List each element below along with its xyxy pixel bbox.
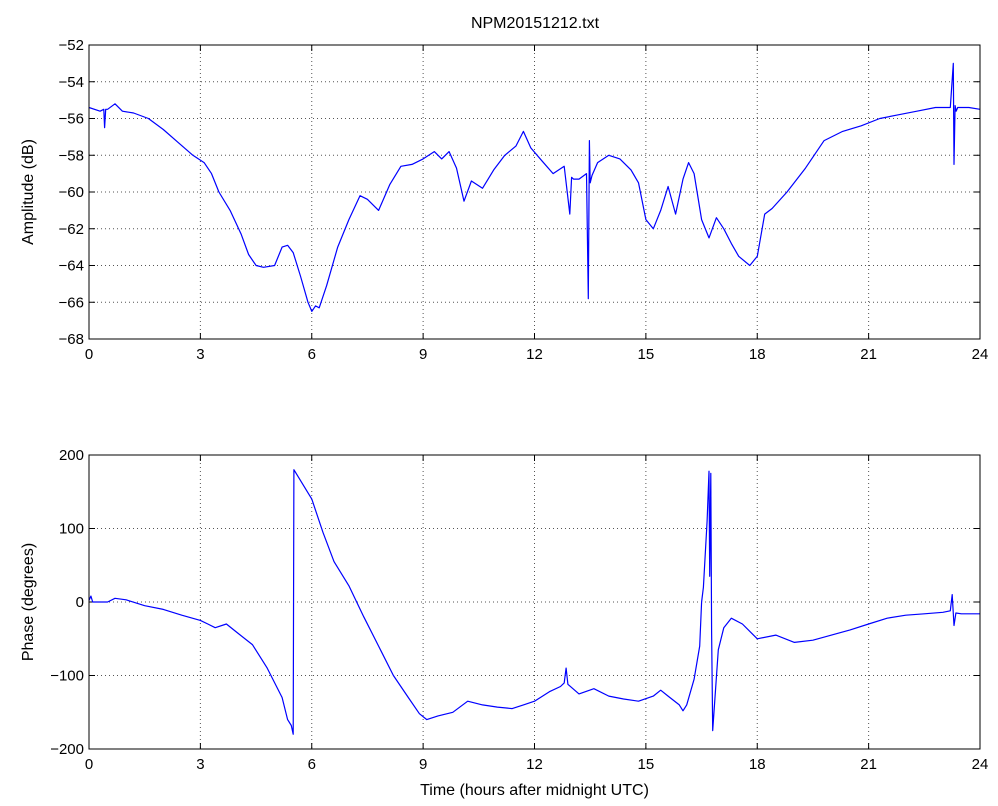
x-tick-label: 3 <box>196 756 204 773</box>
x-tick-label: 15 <box>638 756 655 773</box>
y-tick-label: −58 <box>59 147 84 164</box>
phase-panel: 0 3 6 9 12 15 18 21 24 −200 −100 0 100 200 Phase (degr… <box>20 447 988 799</box>
x-tick-label: 24 <box>972 756 989 773</box>
series-line <box>88 469 980 735</box>
y-tick-label: −68 <box>59 331 84 348</box>
amplitude-panel: 0 3 6 9 12 15 18 21 24 −68 −66 −64 −62 −60 −58 −56 −54 −5… <box>20 37 988 363</box>
y-tick-label: −56 <box>59 111 84 128</box>
x-tick-label: 9 <box>419 756 427 773</box>
plot-frame <box>88 44 981 340</box>
x-tick-label: 6 <box>308 346 316 363</box>
x-tick-label: 18 <box>749 756 766 773</box>
plot-frame <box>88 454 981 750</box>
y-tick-label: 0 <box>76 594 84 611</box>
x-tick-label: 18 <box>749 346 766 363</box>
y-tick-label: −100 <box>50 668 84 685</box>
x-tick-label: 24 <box>972 346 989 363</box>
series-line <box>88 62 981 312</box>
y-tick-label: 200 <box>59 447 84 464</box>
x-tick-label: 12 <box>526 756 543 773</box>
y-tick-label: −64 <box>59 258 84 275</box>
x-tick-label: 6 <box>308 756 316 773</box>
y-tick-label: −66 <box>59 294 84 311</box>
y-tick-label: −60 <box>59 184 84 201</box>
chart-title: NPM20151212.txt <box>471 15 600 32</box>
x-axis-label: Time (hours after midnight UTC) <box>420 782 649 799</box>
x-tick-label: 21 <box>860 346 877 363</box>
y-axis-label: Phase (degrees) <box>20 543 37 661</box>
x-tick-label: 0 <box>85 346 93 363</box>
y-tick-label: −62 <box>59 221 84 238</box>
y-axis-label: Amplitude (dB) <box>20 139 37 245</box>
y-tick-label: 100 <box>59 521 84 538</box>
y-tick-label: −52 <box>59 37 84 54</box>
x-tick-label: 0 <box>85 756 93 773</box>
x-tick-label: 9 <box>419 346 427 363</box>
x-tick-label: 15 <box>638 346 655 363</box>
y-tick-label: −200 <box>50 741 84 758</box>
y-tick-label: −54 <box>59 74 84 91</box>
x-tick-label: 12 <box>526 346 543 363</box>
x-tick-label: 3 <box>196 346 204 363</box>
x-tick-label: 21 <box>860 756 877 773</box>
